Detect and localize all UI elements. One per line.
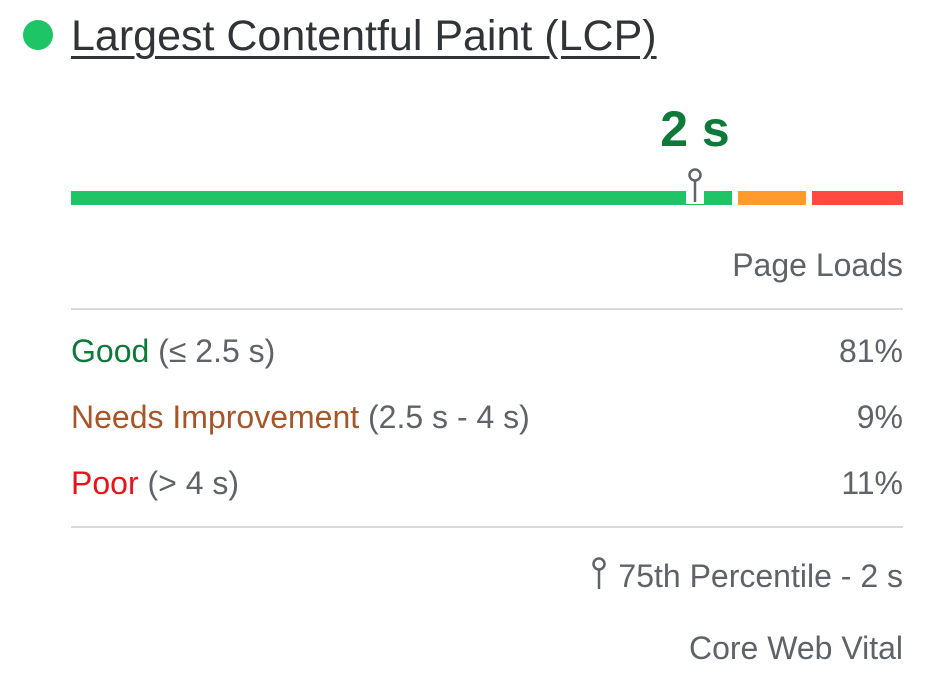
metric-value: 2 s: [660, 101, 730, 157]
row-label: Good: [71, 333, 150, 369]
status-dot-icon: [23, 20, 53, 50]
distribution-bar: [71, 191, 903, 205]
row-range: (≤ 2.5 s): [158, 333, 276, 369]
row-percent: 9%: [856, 399, 903, 435]
row-range: (2.5 s - 4 s): [368, 399, 530, 435]
percentile-text: 75th Percentile - 2 s: [618, 558, 903, 594]
row-label: Needs Improvement: [71, 399, 360, 435]
divider: [71, 526, 903, 528]
percentile-legend: 75th Percentile - 2 s: [590, 557, 903, 595]
row-percent: 11%: [841, 465, 903, 501]
distribution-row: Poor (> 4 s) 11%: [71, 465, 903, 502]
pin-icon: [592, 557, 607, 589]
core-web-vital-label: Core Web Vital: [688, 630, 903, 666]
row-label: Poor: [71, 465, 139, 501]
row-percent: 81%: [838, 333, 903, 369]
distribution-row: Good (≤ 2.5 s) 81%: [71, 333, 903, 370]
distribution-row: Needs Improvement (2.5 s - 4 s) 9%: [71, 399, 903, 436]
bar-segment-good: [71, 191, 733, 205]
page-loads-header: Page Loads: [732, 247, 903, 283]
row-range: (> 4 s): [147, 465, 240, 501]
bar-segment-poor: [812, 191, 903, 205]
divider: [71, 308, 903, 310]
metric-title-link[interactable]: Largest Contentful Paint (LCP): [71, 12, 657, 60]
bar-segment-needs-improvement: [738, 191, 807, 205]
p75-marker-pin-icon: [686, 168, 704, 204]
